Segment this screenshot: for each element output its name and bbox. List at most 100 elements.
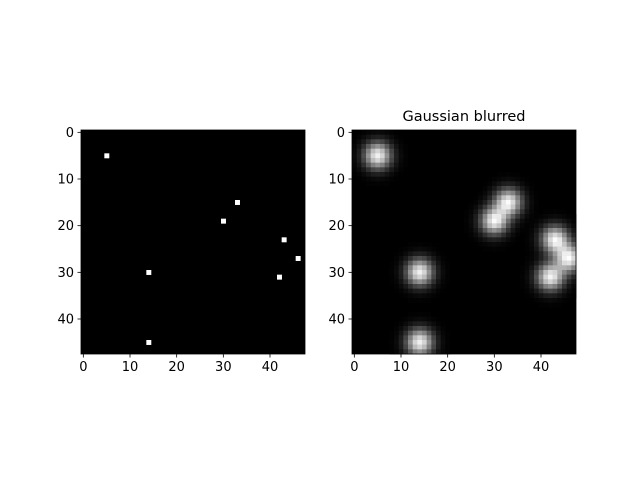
pixel <box>482 232 488 238</box>
pixel <box>398 349 404 355</box>
pixel <box>398 251 404 257</box>
pixel <box>431 246 437 252</box>
pixel <box>515 232 521 238</box>
pixel <box>394 176 399 182</box>
pixel <box>277 274 282 280</box>
pixel <box>538 270 544 275</box>
pixel <box>515 172 521 177</box>
pixel <box>440 288 446 294</box>
pixel <box>384 162 390 168</box>
pixel <box>524 204 530 210</box>
pixel <box>506 200 511 205</box>
pixel <box>408 274 413 280</box>
pixel <box>548 242 553 247</box>
pixel <box>436 256 441 261</box>
pixel <box>487 218 493 224</box>
pixel <box>394 162 399 168</box>
pixel <box>403 279 409 285</box>
pixel <box>417 335 423 341</box>
pixel <box>361 144 367 149</box>
pixel <box>361 134 367 140</box>
pixel <box>440 321 446 327</box>
pixel <box>515 237 521 243</box>
pixel <box>440 344 446 350</box>
pixel <box>552 288 558 294</box>
pixel <box>412 349 418 355</box>
pixel <box>375 158 381 163</box>
y-tick-label: 20 <box>328 219 345 234</box>
pixel <box>384 172 390 177</box>
pixel <box>403 274 409 280</box>
pixel <box>398 172 404 177</box>
pixel <box>482 204 488 210</box>
pixel <box>394 172 399 177</box>
pixel <box>394 153 399 159</box>
pixel <box>403 288 409 294</box>
pixel <box>473 232 479 238</box>
pixel <box>412 330 418 336</box>
panel-gaussian-blurred: 0 10 20 30 40 0 10 20 30 40 Gaussian blurred <box>328 109 577 375</box>
pixel <box>394 349 399 355</box>
pixel <box>394 265 399 271</box>
pixel <box>496 214 502 219</box>
pixel <box>510 209 516 215</box>
pixel <box>510 176 516 182</box>
pixel <box>412 340 418 345</box>
pixel <box>361 153 367 159</box>
pixel <box>506 242 511 247</box>
pixel <box>562 232 567 238</box>
pixel <box>557 228 563 233</box>
pixel <box>389 134 395 140</box>
pixel <box>529 242 535 247</box>
pixel <box>468 209 474 215</box>
pixel <box>375 162 381 168</box>
pixel <box>356 158 362 163</box>
x-tick-label: 10 <box>122 360 139 375</box>
pixel <box>352 134 357 140</box>
pixel <box>496 246 502 252</box>
pixel <box>543 284 549 289</box>
pixel <box>370 148 376 154</box>
pixel <box>510 204 516 210</box>
pixel <box>538 256 544 261</box>
pixel <box>408 288 413 294</box>
pixel <box>487 223 493 229</box>
pixel <box>412 251 418 257</box>
pixel <box>529 274 535 280</box>
pixel <box>295 256 301 261</box>
pixel <box>562 256 567 261</box>
pixel <box>543 232 549 238</box>
pixel <box>370 181 376 187</box>
pixel <box>510 242 516 247</box>
pixel <box>557 218 563 224</box>
pixel <box>482 237 488 243</box>
pixel <box>557 246 563 252</box>
pixel <box>534 228 539 233</box>
pixel <box>436 260 441 266</box>
pixel <box>417 312 423 317</box>
pixel <box>524 200 530 205</box>
pixel <box>384 176 390 182</box>
x-tick-label: 40 <box>262 360 279 375</box>
pixel <box>520 265 525 271</box>
pixel <box>361 148 367 154</box>
y-tick-label: 20 <box>57 219 74 234</box>
pixel <box>566 237 572 243</box>
pixel <box>436 246 441 252</box>
pixel <box>534 274 539 280</box>
pixel <box>422 274 427 280</box>
pixel <box>403 284 409 289</box>
pixel <box>389 330 395 336</box>
pixel <box>557 274 563 280</box>
pixel <box>538 214 544 219</box>
pixel <box>571 284 577 289</box>
pixel <box>440 330 446 336</box>
pixel <box>398 270 404 275</box>
pixel <box>566 223 572 229</box>
pixel <box>431 284 437 289</box>
pixel <box>566 246 572 252</box>
pixel <box>557 209 563 215</box>
pixel <box>408 298 413 303</box>
pixel <box>436 279 441 285</box>
pixel <box>529 284 535 289</box>
